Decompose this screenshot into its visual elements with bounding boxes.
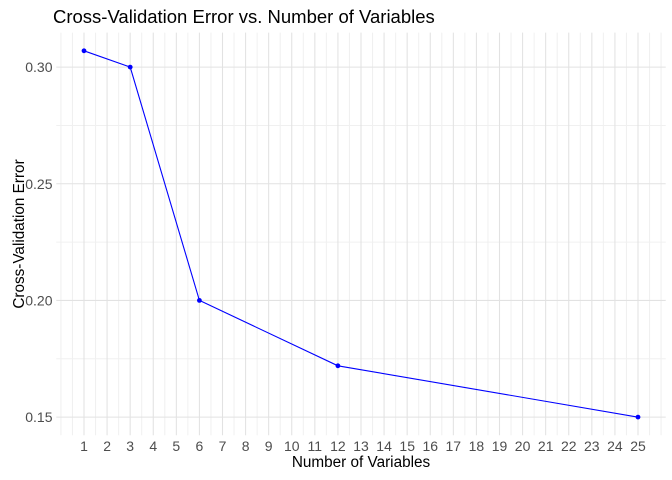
x-tick-label: 16 [423, 438, 439, 454]
x-tick-label: 19 [492, 438, 508, 454]
y-tick-labels: 0.15 0.20 0.25 0.30 [25, 59, 52, 425]
x-tick-label: 8 [242, 438, 250, 454]
y-tick-label: 0.25 [25, 176, 52, 192]
data-point [197, 298, 202, 303]
x-tick-label: 14 [376, 438, 392, 454]
x-tick-label: 18 [469, 438, 485, 454]
data-points [81, 48, 641, 420]
x-tick-labels: 1 2 3 4 5 6 7 8 9 10 11 12 13 14 15 16 17 18 19 20 21 22 23 24 2… [80, 438, 646, 454]
data-point [335, 363, 341, 369]
x-tick-label: 10 [284, 438, 300, 454]
x-axis-label: Number of Variables [292, 454, 431, 471]
chart-title: Cross-Validation Error vs. Number of Var… [53, 6, 435, 27]
x-tick-label: 6 [196, 438, 204, 454]
x-tick-label: 11 [308, 438, 323, 454]
x-tick-label: 25 [630, 438, 646, 454]
y-tick-label: 0.30 [25, 59, 52, 75]
x-tick-label: 12 [330, 438, 346, 454]
x-tick-label: 15 [399, 438, 415, 454]
data-point [635, 414, 641, 420]
x-tick-label: 7 [219, 438, 227, 454]
x-tick-label: 23 [584, 438, 600, 454]
data-point [81, 48, 87, 54]
x-tick-label: 4 [149, 438, 157, 454]
y-tick-label: 0.20 [25, 292, 52, 308]
data-point [127, 64, 133, 70]
x-tick-label: 13 [353, 438, 369, 454]
x-tick-label: 17 [446, 438, 462, 454]
x-tick-label: 1 [80, 438, 88, 454]
x-tick-label: 5 [172, 438, 180, 454]
x-tick-label: 20 [515, 438, 531, 454]
y-tick-label: 0.15 [25, 409, 52, 425]
x-tick-label: 9 [265, 438, 273, 454]
y-axis-label: Cross-Validation Error [11, 159, 28, 308]
gridlines-major [56, 32, 666, 436]
x-tick-label: 3 [126, 438, 134, 454]
x-tick-label: 22 [561, 438, 577, 454]
x-tick-label: 21 [538, 438, 554, 454]
x-tick-label: 2 [103, 438, 111, 454]
x-tick-label: 24 [607, 438, 623, 454]
